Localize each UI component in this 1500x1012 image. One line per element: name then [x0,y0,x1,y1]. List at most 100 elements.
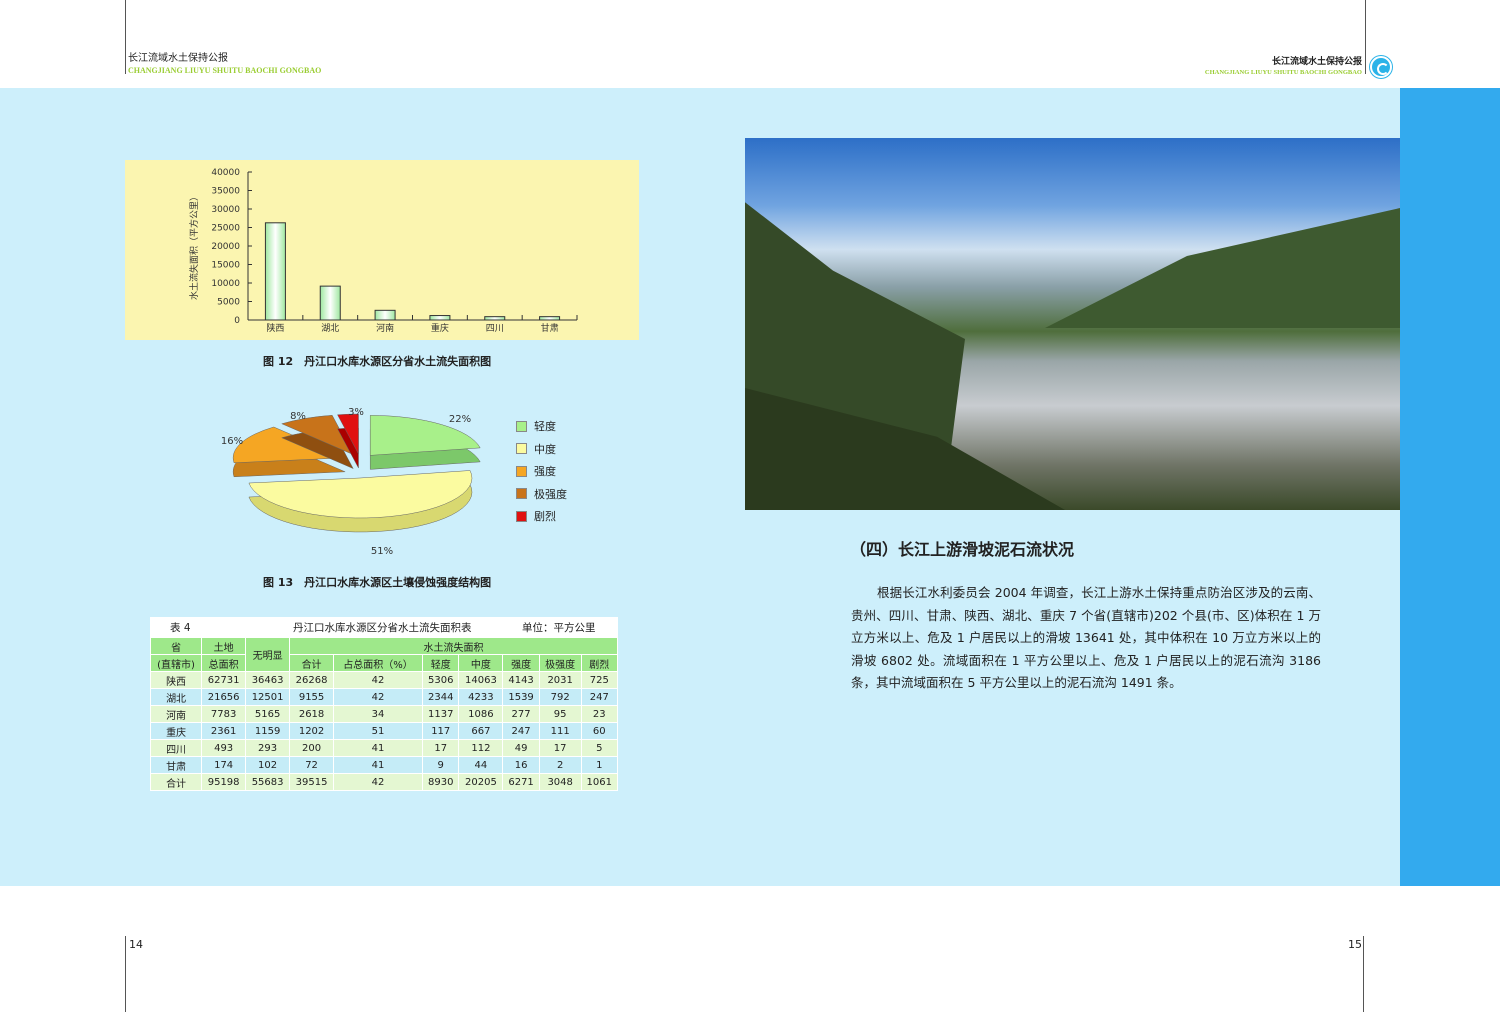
table-cell: 44 [458,756,504,774]
th: (直辖市) [149,654,203,672]
table-cell: 21656 [201,688,247,706]
table-cell: 6271 [502,773,540,791]
pie-label: 16% [221,436,243,447]
table-cell: 792 [538,688,582,706]
th: 剧烈 [580,654,619,672]
table-cell: 5 [580,739,619,757]
divider [1365,0,1366,74]
th: 极强度 [538,654,582,672]
table-cell: 42 [333,688,424,706]
table-cell: 甘肃 [149,756,203,774]
table-cell: 4143 [502,671,540,689]
table-cell: 293 [245,739,291,757]
table-cell: 41 [333,756,424,774]
x-tick-label: 重庆 [431,322,449,334]
table-cell: 111 [538,722,582,740]
pie-chart-caption: 图 13 丹江口水库水源区土壤侵蚀强度结构图 [263,576,492,589]
legend-item: 轻度 [516,415,567,438]
table-cell: 247 [502,722,540,740]
pie-slice [281,415,354,456]
section-paragraph: 根据长江水利委员会 2004 年调查，长江上游水土保持重点防治区涉及的云南、贵州… [851,585,1321,691]
y-tick-label: 40000 [211,168,240,178]
table-cell: 1086 [458,705,504,723]
pie-label: 22% [449,414,471,425]
table-cell: 95 [538,705,582,723]
table-cell: 41 [333,739,424,757]
table-cell: 合计 [149,773,203,791]
legend-swatch [516,465,527,477]
table-cell: 174 [201,756,247,774]
table-row: 重庆 2361 1159 1202 51 117 667 247 111 60 [149,722,619,740]
table-cell: 湖北 [149,688,203,706]
table-cell: 60 [580,722,619,740]
table-cell: 725 [580,671,619,689]
bar [429,315,451,321]
table-cell: 667 [458,722,504,740]
table-number: 表 4 [170,622,191,634]
divider [125,936,126,1012]
table-cell: 陕西 [149,671,203,689]
bar [264,222,286,321]
header-title-right: 长江流域水土保持公报 [1271,57,1362,67]
table-cell: 17 [422,739,460,757]
bar-chart-caption: 图 12 丹江口水库水源区分省水土流失面积图 [263,355,492,368]
table-cell: 49 [502,739,540,757]
table-cell: 2361 [201,722,247,740]
table-cell: 2031 [538,671,582,689]
table-cell: 36463 [245,671,291,689]
table-cell: 62731 [201,671,247,689]
table-cell: 277 [502,705,540,723]
table-cell: 河南 [149,705,203,723]
page-number-left: 14 [129,938,143,951]
table-cell: 34 [333,705,424,723]
section-heading: （四）长江上游滑坡泥石流状况 [850,540,1075,559]
bar [484,316,506,321]
table-cell: 2344 [422,688,460,706]
table-cell: 1 [580,756,619,774]
table-cell: 42 [333,671,424,689]
table-row: 河南 7783 5165 2618 34 1137 1086 277 95 23 [149,705,619,723]
pie-label: 51% [371,546,393,557]
header-title-left: 长江流域水土保持公报 [128,53,228,64]
th: 占总面积（%） [333,654,424,672]
legend-swatch [516,510,527,522]
table-cell: 200 [289,739,335,757]
table-cell: 5306 [422,671,460,689]
table-row: 四川 493 293 200 41 17 112 49 17 5 [149,739,619,757]
table-cell: 1061 [580,773,619,791]
table-cell: 1539 [502,688,540,706]
th: 无明显 [245,637,291,672]
table-cell: 12501 [245,688,291,706]
y-tick-label: 35000 [211,187,240,197]
data-table: 表 4 丹江口水库水源区分省水土流失面积表 单位：平方公里 省 土地 无明显 水… [149,617,619,791]
table-row: 陕西 62731 36463 26268 42 5306 14063 4143 2031 725 [149,671,619,689]
x-tick-label: 陕西 [266,322,284,334]
table-cell: 42 [333,773,424,791]
table-cell: 72 [289,756,335,774]
table-cell: 重庆 [149,722,203,740]
th: 土地 [201,637,247,655]
pie-label: 8% [290,411,306,422]
table-cell: 17 [538,739,582,757]
logo-icon [1370,56,1392,78]
table-cell: 2 [538,756,582,774]
bar [319,285,341,321]
th: 中度 [458,654,504,672]
table-cell: 16 [502,756,540,774]
header-subtitle-right: CHANGJIANG LIUYU SHUITU BAOCHI GONGBAO [1204,69,1362,76]
th: 合计 [289,654,335,672]
table-cell: 117 [422,722,460,740]
table-cell: 20205 [458,773,504,791]
table-cell: 9155 [289,688,335,706]
pie-slice [337,413,359,455]
y-tick-label: 25000 [211,224,240,234]
table-cell: 95198 [201,773,247,791]
legend-swatch [516,420,527,432]
table-cell: 4233 [458,688,504,706]
y-tick-label: 5000 [217,298,240,308]
right-blue-strip [1400,88,1500,886]
pie-slice [369,415,481,456]
legend-label: 中度 [534,442,556,456]
table-cell: 7783 [201,705,247,723]
divider [1363,936,1364,1012]
